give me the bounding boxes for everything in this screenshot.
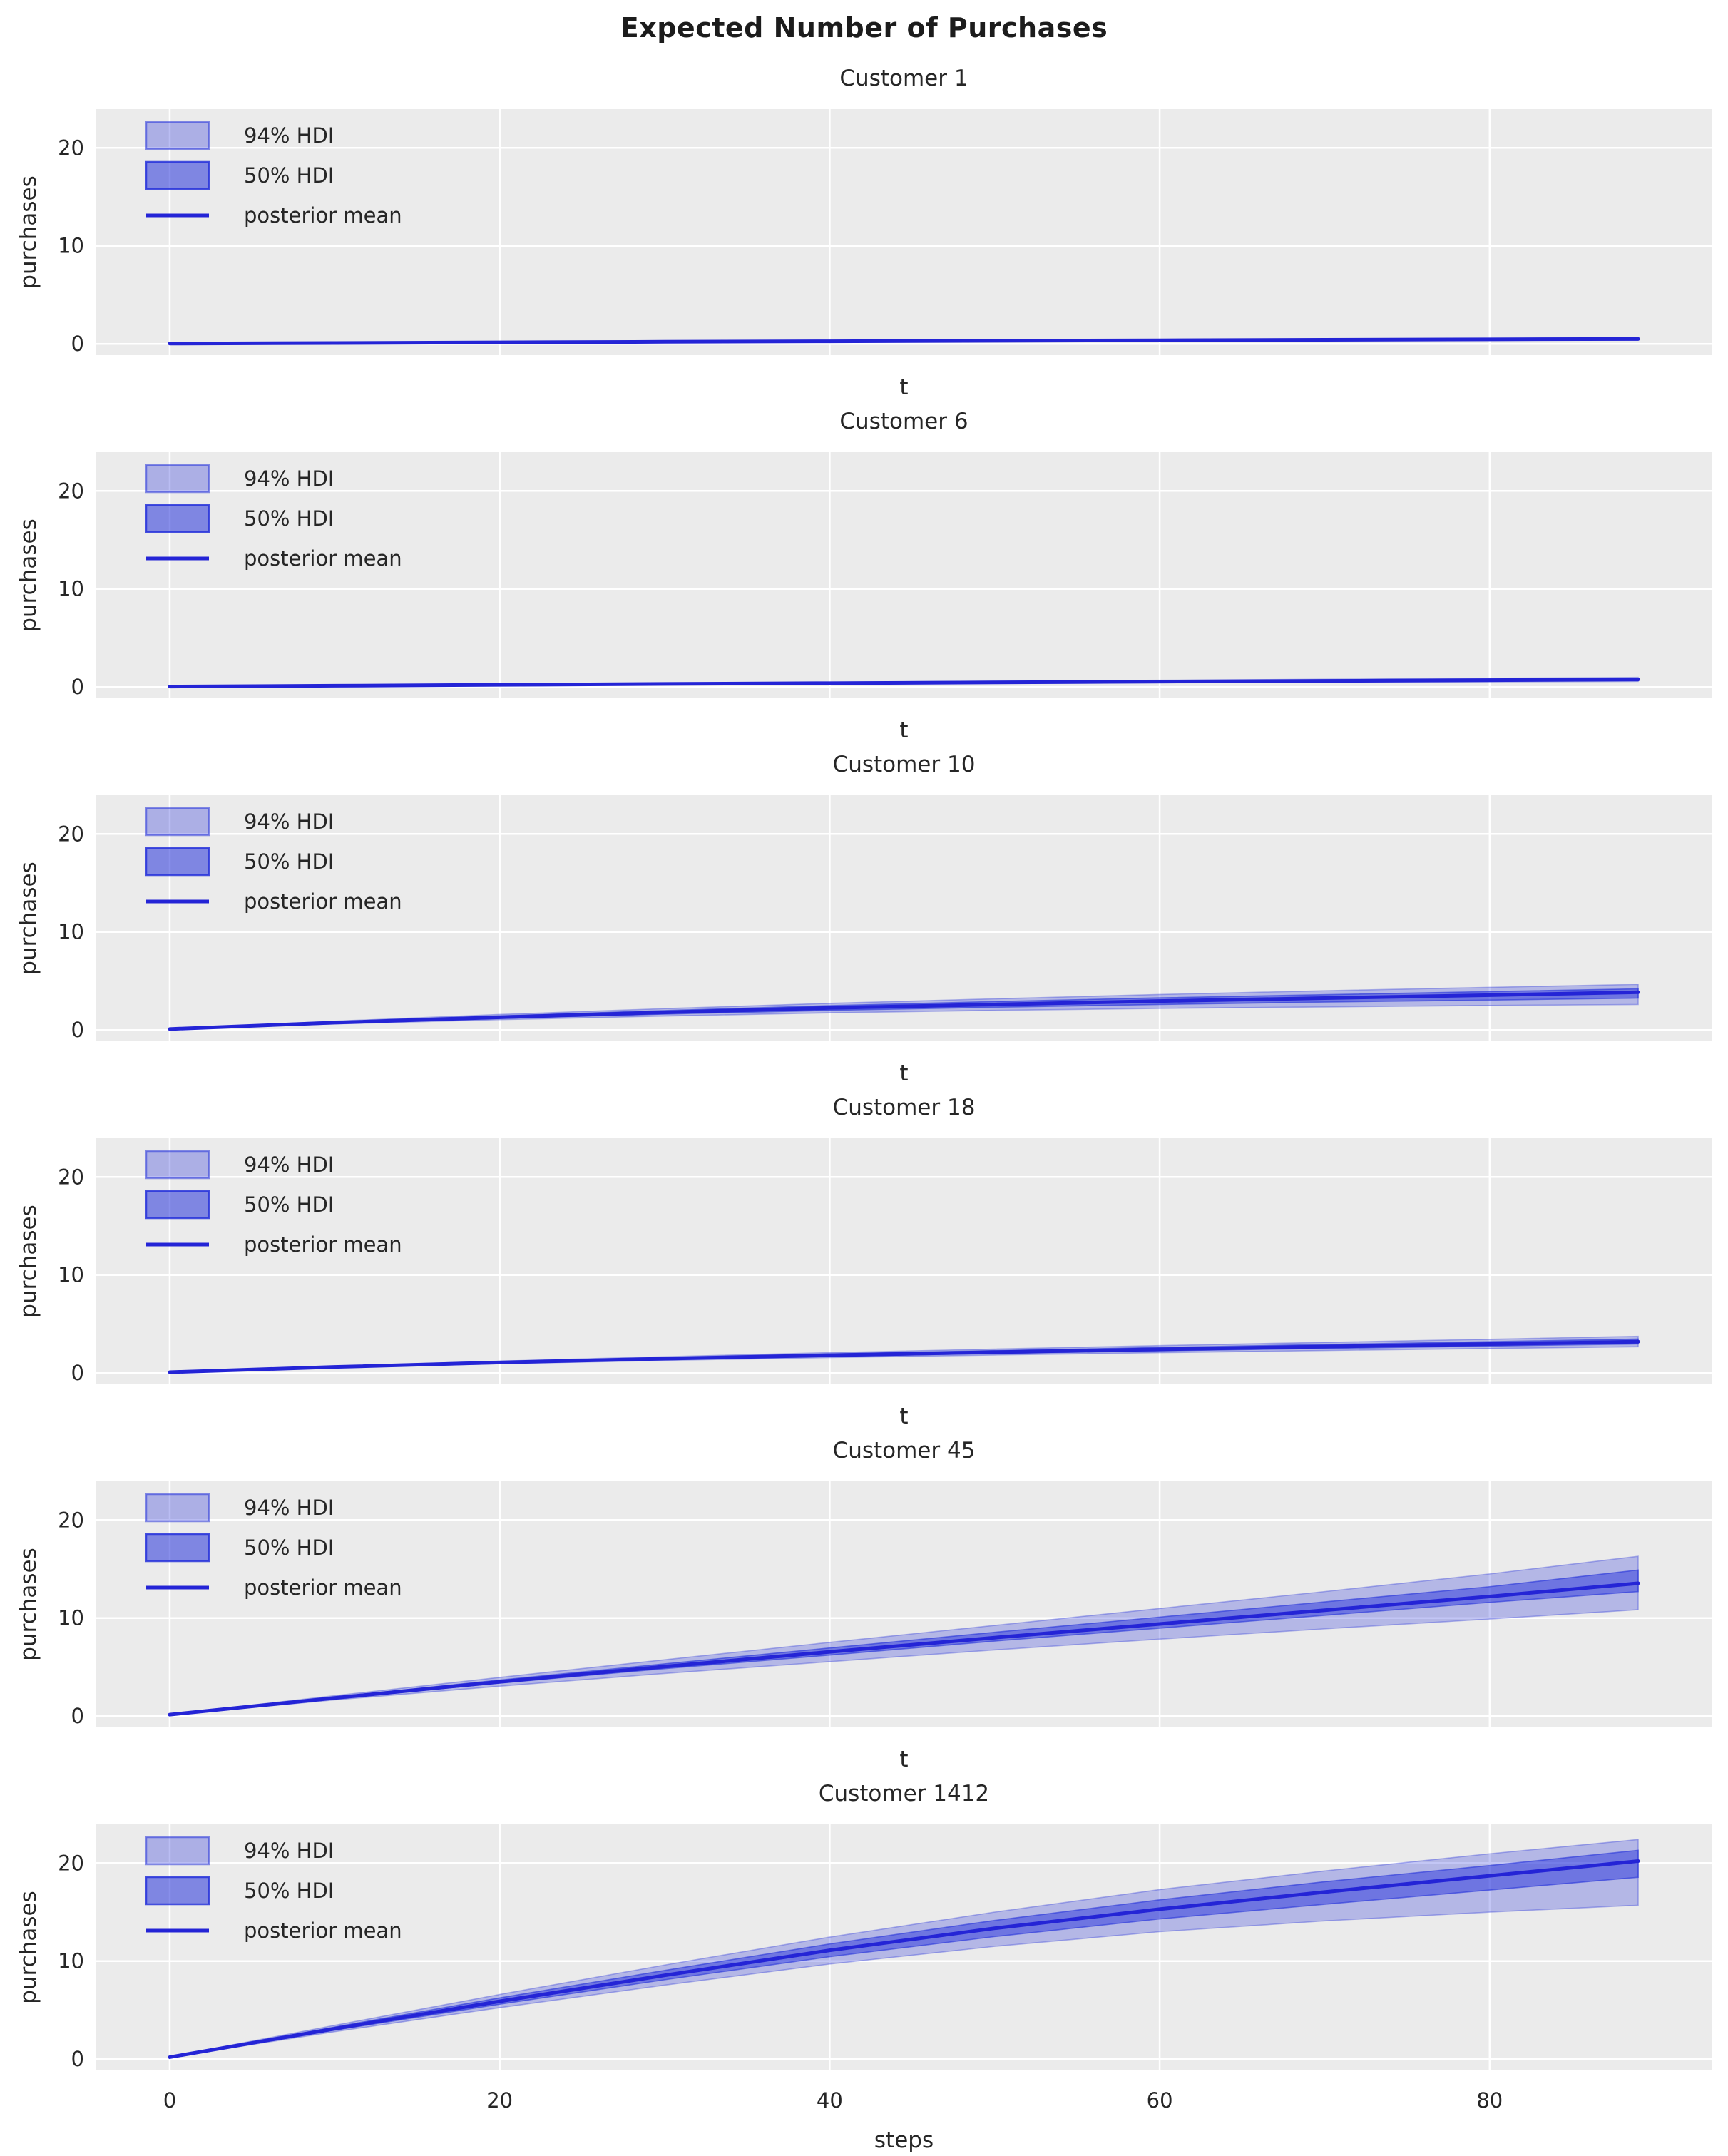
y-tick-label: 0 — [71, 1361, 84, 1385]
y-tick-label: 10 — [58, 1949, 84, 1973]
legend-label-50hdi: 50% HDI — [244, 1879, 334, 1903]
posterior-mean-line — [168, 1581, 1640, 1717]
x-tick-label: 60 — [1147, 2088, 1173, 2112]
legend-label-94hdi: 94% HDI — [244, 1496, 334, 1520]
legend-94hdi-swatch — [145, 1836, 210, 1866]
posterior-mean-line — [168, 678, 1640, 689]
chart-title: Customer 6 — [839, 409, 968, 434]
legend-94hdi-swatch — [145, 807, 210, 837]
y-tick-label: 0 — [71, 2047, 84, 2071]
y-tick-label: 10 — [58, 1263, 84, 1287]
legend-label-94hdi: 94% HDI — [244, 1839, 334, 1863]
legend-label-mean: posterior mean — [244, 1919, 402, 1943]
plot-area — [96, 452, 1712, 698]
chart-customer-45: Customer 45 0 10 20 purchases t 94% HDI 50% HDI… — [16, 1438, 1712, 1771]
y-tick-label: 10 — [58, 234, 84, 258]
legend-label-50hdi: 50% HDI — [244, 849, 334, 874]
chart-customer-1: Customer 1 0 10 20 purchases t 94% HDI 50% HDI p… — [16, 66, 1712, 399]
chart-title: Customer 10 — [833, 752, 976, 777]
legend-label-94hdi: 94% HDI — [244, 1153, 334, 1177]
y-tick-label: 0 — [71, 675, 84, 699]
legend-label-mean: posterior mean — [244, 203, 402, 228]
xlabel: t — [899, 1404, 908, 1428]
y-tick-label: 0 — [71, 1704, 84, 1728]
y-tick-label: 20 — [58, 1508, 84, 1532]
y-tick-label: 10 — [58, 577, 84, 601]
y-tick-label: 10 — [58, 920, 84, 944]
legend-label-mean: posterior mean — [244, 546, 402, 571]
legend-94hdi-swatch — [145, 1493, 210, 1523]
x-tick-label: 80 — [1476, 2088, 1503, 2112]
chart-title: Customer 1 — [839, 66, 968, 91]
chart-customer-6: Customer 6 0 10 20 purchases t 94% HDI 50% HDI p… — [16, 409, 1712, 742]
legend-94hdi-swatch — [145, 464, 210, 494]
ylabel: purchases — [16, 862, 41, 974]
legend-label-mean: posterior mean — [244, 1575, 402, 1600]
chart-customer-10: Customer 10 0 10 20 purchases t 94% HDI 50% HDI… — [16, 752, 1712, 1085]
y-tick-label: 20 — [58, 1165, 84, 1189]
legend-label-94hdi: 94% HDI — [244, 466, 334, 491]
ylabel: purchases — [16, 518, 41, 631]
y-tick-label: 0 — [71, 332, 84, 356]
x-tick-label: 20 — [486, 2088, 513, 2112]
posterior-mean-line — [168, 1339, 1640, 1374]
chart-customer-18: Customer 18 0 10 20 purchases t 94% HDI 50% HDI… — [16, 1095, 1712, 1428]
hdi94-band — [169, 1555, 1639, 1716]
ylabel: purchases — [16, 175, 41, 288]
xlabel: t — [899, 717, 908, 742]
legend-label-50hdi: 50% HDI — [244, 163, 334, 188]
xlabel: t — [899, 1747, 908, 1771]
y-tick-label: 20 — [58, 479, 84, 503]
y-tick-label: 20 — [58, 1851, 84, 1875]
legend-label-94hdi: 94% HDI — [244, 809, 334, 834]
xlabel: steps — [874, 2127, 934, 2153]
hdi50-band — [169, 1849, 1639, 2058]
legend-50hdi-swatch — [145, 1876, 210, 1906]
y-tick-label: 20 — [58, 822, 84, 846]
legend-94hdi-swatch — [145, 1150, 210, 1180]
legend-label-50hdi: 50% HDI — [244, 1192, 334, 1217]
legend-50hdi-swatch — [145, 160, 210, 190]
legend-50hdi-swatch — [145, 504, 210, 533]
y-tick-label: 0 — [71, 1018, 84, 1042]
charts-container: Customer 1 0 10 20 purchases t 94% HDI 50% HDI p… — [0, 56, 1728, 2156]
ylabel: purchases — [16, 1891, 41, 2003]
chart-title: Customer 18 — [833, 1095, 976, 1120]
legend-94hdi-swatch — [145, 121, 210, 150]
legend-50hdi-swatch — [145, 1190, 210, 1220]
legend-label-94hdi: 94% HDI — [244, 123, 334, 148]
ylabel: purchases — [16, 1548, 41, 1660]
y-tick-label: 20 — [58, 136, 84, 160]
chart-title: Customer 1412 — [819, 1781, 989, 1807]
figure-title: Expected Number of Purchases — [620, 12, 1108, 44]
legend-label-50hdi: 50% HDI — [244, 1536, 334, 1560]
plot-area — [96, 109, 1712, 355]
chart-customer-1412: Customer 1412 0 10 20 purchases 0 20 40 60 80 step… — [16, 1781, 1712, 2153]
x-tick-label: 40 — [817, 2088, 843, 2112]
x-tick-label: 0 — [163, 2088, 176, 2112]
posterior-mean-line — [168, 337, 1640, 346]
legend-label-mean: posterior mean — [244, 1232, 402, 1257]
ylabel: purchases — [16, 1205, 41, 1317]
posterior-mean-line — [168, 1859, 1640, 2059]
legend-50hdi-swatch — [145, 1533, 210, 1563]
legend-label-50hdi: 50% HDI — [244, 506, 334, 531]
xlabel: t — [899, 1061, 908, 1085]
legend-50hdi-swatch — [145, 847, 210, 877]
posterior-mean-line — [168, 990, 1640, 1031]
xlabel: t — [899, 374, 908, 399]
chart-title: Customer 45 — [833, 1438, 976, 1463]
legend-label-mean: posterior mean — [244, 889, 402, 914]
y-tick-label: 10 — [58, 1606, 84, 1630]
